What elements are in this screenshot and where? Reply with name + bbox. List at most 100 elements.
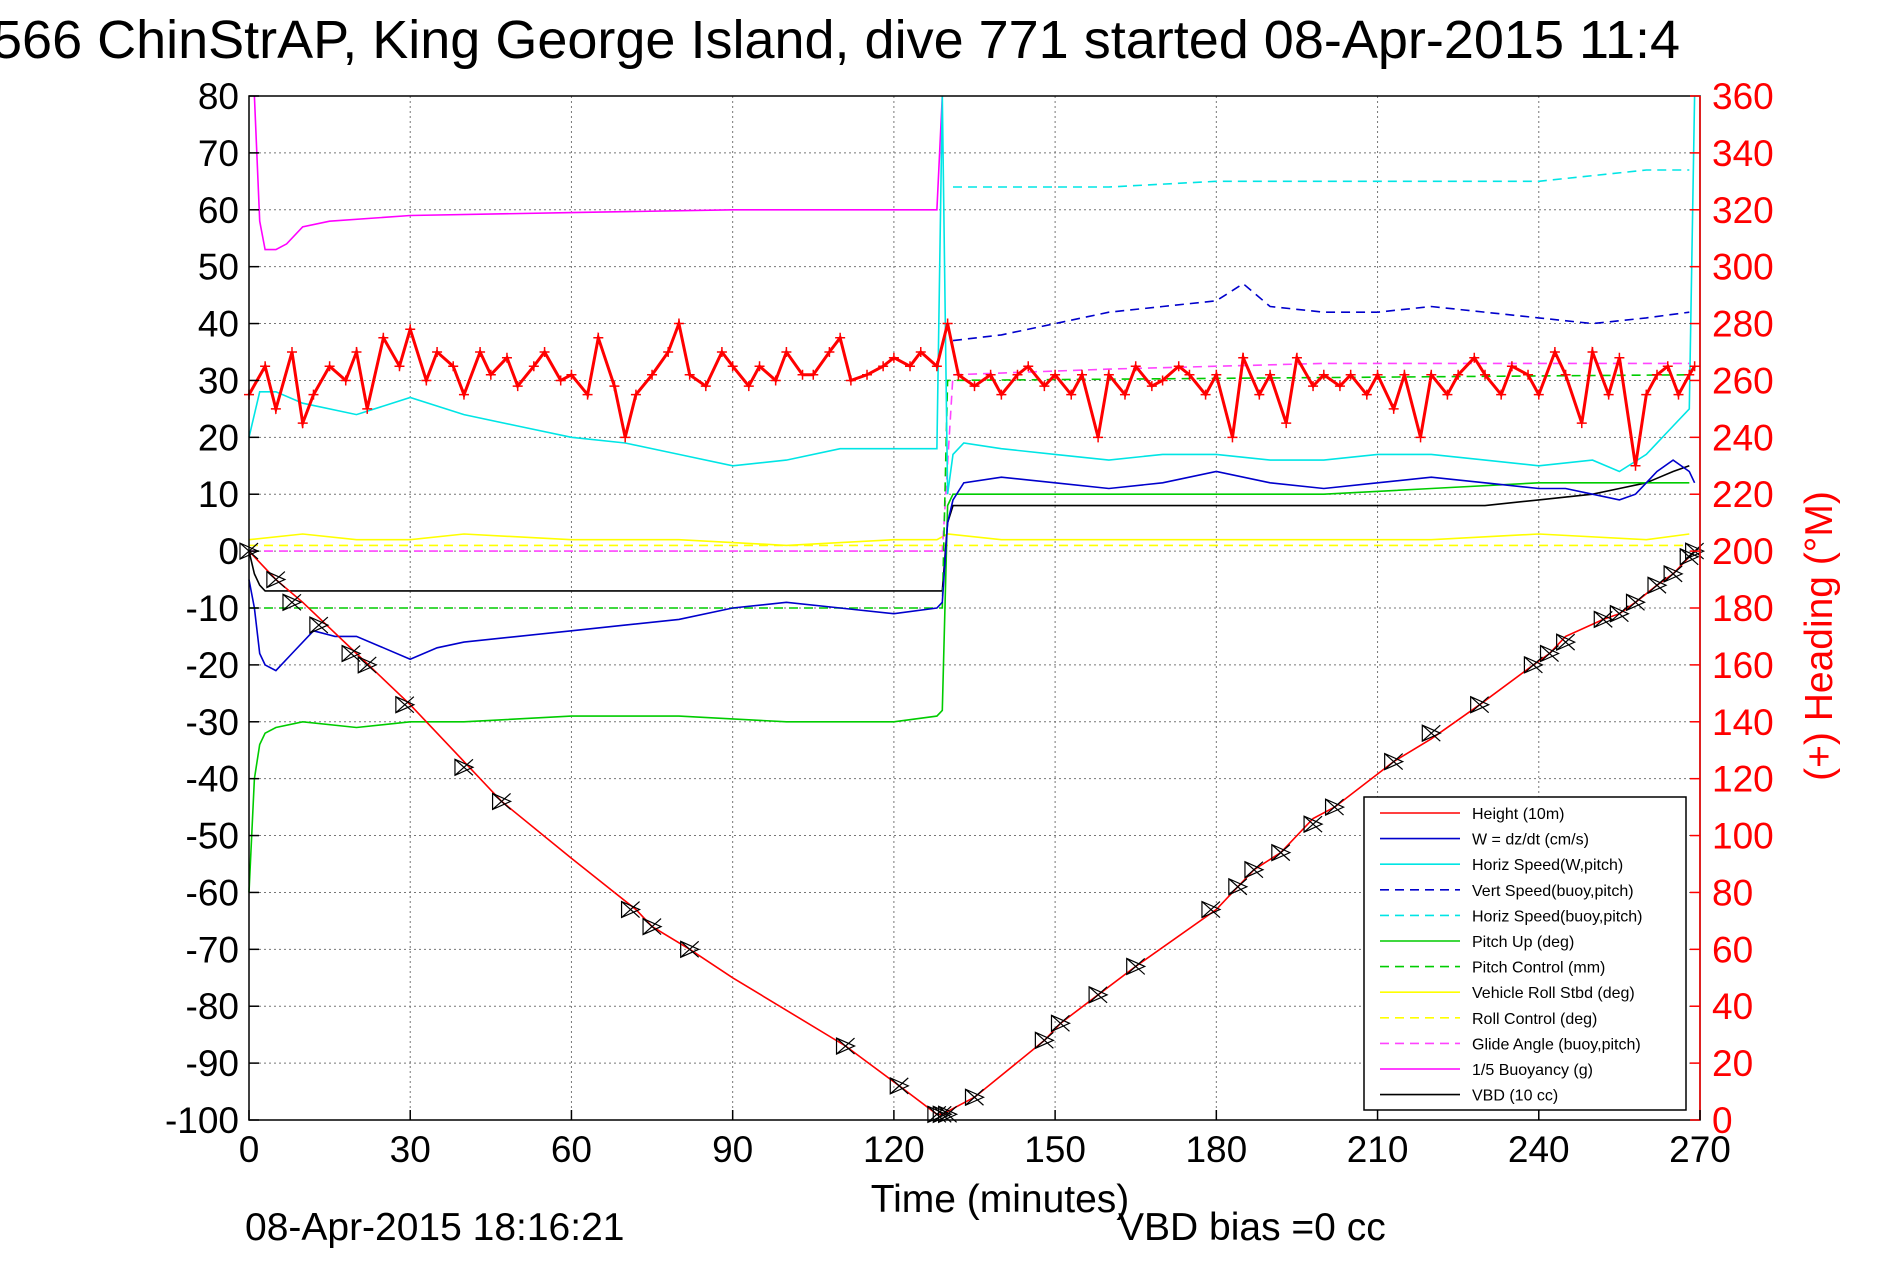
heading-marker: [609, 381, 620, 392]
legend-label: Horiz Speed(buoy,pitch): [1472, 908, 1642, 925]
height-marker: [357, 655, 378, 674]
heading-marker: [1039, 381, 1050, 392]
heading-marker: [501, 352, 512, 363]
heading-marker: [1012, 369, 1023, 380]
height-marker: [1303, 815, 1324, 834]
legend-label: Pitch Control (mm): [1472, 960, 1605, 977]
y-right-tick-label: 320: [1712, 190, 1774, 231]
height-marker: [642, 917, 663, 936]
heading-marker: [351, 347, 362, 357]
y-tick-label: -20: [186, 645, 239, 686]
y-tick-label: 80: [198, 76, 239, 117]
y-right-tick-label: 40: [1712, 986, 1753, 1027]
heading-marker: [1426, 369, 1437, 380]
heading-marker: [1238, 352, 1249, 363]
y-tick-label: -10: [186, 588, 239, 629]
heading-trace: [247, 318, 1696, 467]
vbd-bias: VBD bias =0 cc: [1118, 1206, 1386, 1249]
heading-marker: [985, 369, 996, 380]
heading-marker: [835, 332, 846, 343]
chart-title: 566 ChinStrAP, King George Island, dive …: [0, 10, 1680, 70]
heading-marker: [458, 389, 469, 400]
heading-marker: [475, 347, 486, 357]
heading-marker: [915, 347, 926, 357]
height-marker: [1647, 576, 1668, 595]
heading-marker: [931, 361, 942, 372]
height-marker: [1088, 985, 1109, 1004]
height-marker: [964, 1088, 985, 1107]
heading-marker: [485, 369, 496, 380]
y-axis-right-ticks: 3603403203002802602402202001801601401201…: [1690, 76, 1774, 1141]
heading-marker: [1399, 369, 1410, 380]
heading-marker: [1130, 361, 1141, 372]
height-marker: [620, 900, 642, 919]
heading-marker: [1066, 389, 1077, 400]
heading-marker: [942, 318, 953, 329]
heading-marker: [1157, 375, 1168, 386]
heading-marker: [362, 403, 373, 414]
heading-marker: [1549, 347, 1560, 357]
y-tick-label: 10: [198, 474, 239, 515]
legend-label: Horiz Speed(W,pitch): [1472, 857, 1623, 874]
heading-marker: [1291, 352, 1302, 363]
y-right-tick-label: 20: [1712, 1043, 1753, 1084]
heading-marker: [1146, 381, 1157, 392]
y-tick-label: -30: [186, 702, 239, 743]
x-tick-label: 270: [1669, 1129, 1731, 1170]
height-marker: [889, 1076, 910, 1095]
heading-marker: [969, 381, 980, 392]
height-marker: [395, 695, 416, 714]
heading-marker: [1469, 352, 1480, 363]
height-marker: [1625, 593, 1646, 612]
y-tick-label: -90: [186, 1043, 239, 1084]
heading-marker: [1227, 432, 1238, 443]
heading-marker: [378, 332, 389, 343]
heading-marker: [905, 361, 916, 372]
legend-label: Pitch Up (deg): [1472, 934, 1574, 951]
height-markers: [239, 542, 1706, 1124]
heading-marker: [1560, 369, 1571, 380]
y-tick-label: 70: [198, 133, 239, 174]
heading-marker: [1345, 369, 1356, 380]
heading-marker: [716, 347, 727, 357]
heading-marker: [743, 381, 754, 392]
y-right-tick-label: 340: [1712, 133, 1774, 174]
x-tick-label: 0: [239, 1129, 260, 1170]
height-marker: [1050, 1014, 1071, 1033]
heading-marker: [1684, 369, 1695, 380]
y-right-tick-label: 140: [1712, 702, 1774, 743]
heading-marker: [1603, 389, 1614, 400]
y-tick-label: 50: [198, 247, 239, 288]
heading-marker: [1334, 381, 1345, 392]
heading-marker: [1281, 418, 1292, 429]
legend: Height (10m) W = dz/dt (cm/s) Horiz Speed(…: [1363, 796, 1687, 1111]
y-right-tick-label: 120: [1712, 759, 1774, 800]
x-tick-label: 90: [712, 1129, 753, 1170]
y-tick-label: -100: [165, 1100, 239, 1141]
legend-label: Glide Angle (buoy,pitch): [1472, 1036, 1641, 1053]
height-marker: [680, 940, 701, 959]
legend-label: 1/5 Buoyancy (g): [1472, 1062, 1593, 1079]
height-marker: [1201, 900, 1222, 919]
heading-marker: [566, 369, 577, 380]
height-marker: [309, 616, 330, 634]
heading-marker: [270, 403, 281, 414]
heading-marker: [448, 361, 459, 372]
heading-marker: [1614, 352, 1625, 363]
series-line: [248, 95, 1696, 495]
heading-marker: [862, 369, 873, 380]
legend-label: Height (10m): [1472, 806, 1564, 823]
series-line: [249, 374, 1690, 609]
heading-marker: [308, 389, 319, 400]
y-axis-right-label: (+) Heading (°M): [1798, 491, 1841, 781]
heading-marker: [1523, 369, 1534, 380]
heading-marker: [340, 375, 351, 386]
height-marker: [1271, 843, 1292, 862]
y-tick-label: 40: [198, 304, 239, 345]
height-marker: [1421, 724, 1442, 743]
heading-marker: [878, 361, 889, 372]
height-marker: [266, 570, 287, 589]
series-line: [253, 95, 944, 251]
y-tick-label: 30: [198, 360, 239, 401]
